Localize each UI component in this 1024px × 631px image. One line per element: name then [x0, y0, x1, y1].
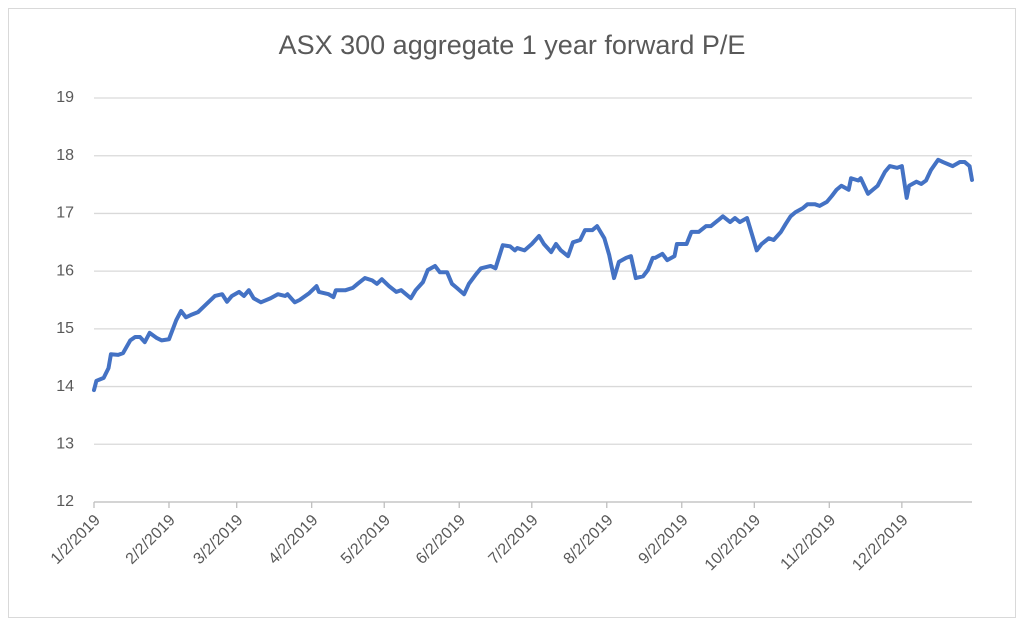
y-tick-label: 14: [56, 378, 74, 395]
y-tick-label: 13: [56, 436, 74, 453]
y-tick-label: 19: [56, 89, 74, 106]
chart-title: ASX 300 aggregate 1 year forward P/E: [279, 30, 746, 60]
data-line: [92, 157, 974, 393]
y-tick-label: 15: [56, 320, 74, 337]
y-tick-label: 17: [56, 205, 74, 222]
y-tick-label: 12: [56, 493, 74, 510]
y-tick-label: 18: [56, 147, 74, 164]
chart-border: [8, 8, 1016, 618]
y-tick-label: 16: [56, 262, 74, 279]
